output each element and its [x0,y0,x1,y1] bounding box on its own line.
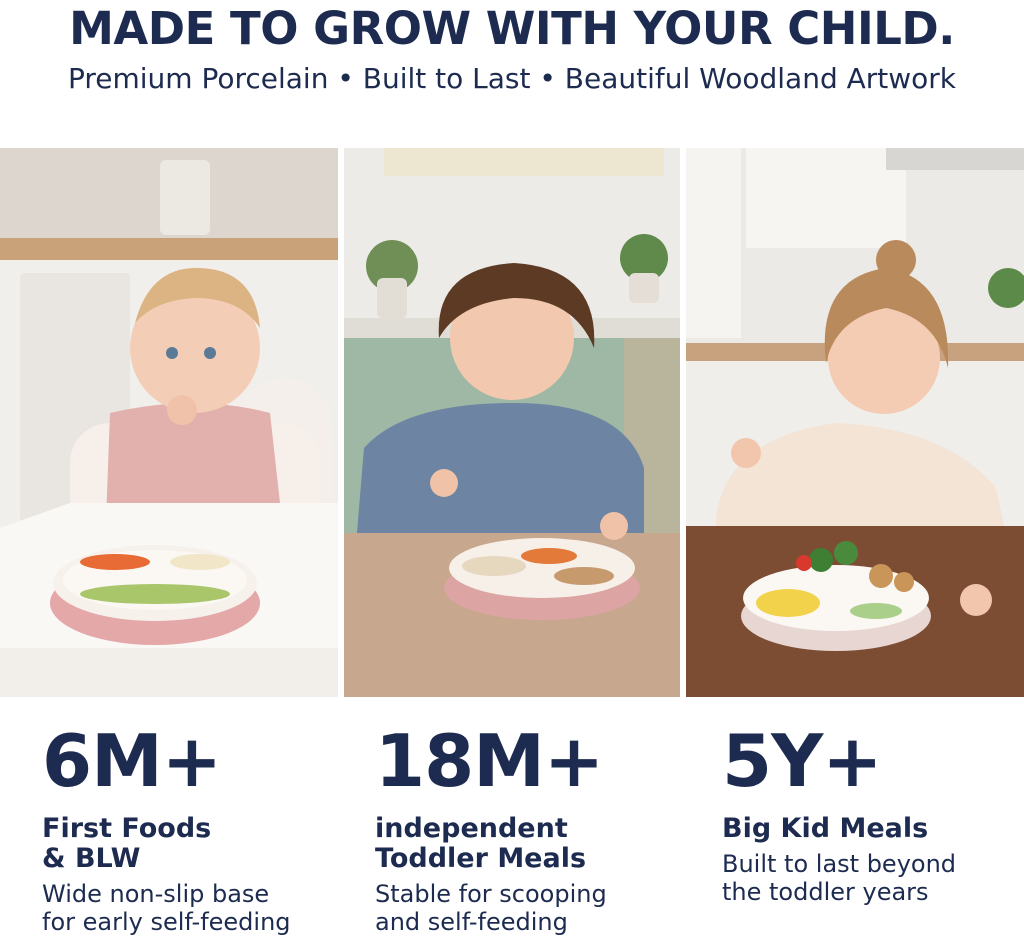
stage-description: for early self-feeding [42,908,291,936]
photo-toddler [344,148,680,697]
stage-title: & BLW [42,843,141,874]
stage-title: independent [375,813,568,844]
stage-description: Stable for scooping [375,880,607,908]
stage: 18M+ independent Toddler Meals Stable for… [375,718,607,936]
stage-description: Built to last beyond [722,850,957,878]
stage-title: First Foods [42,813,212,844]
stage-description: the toddler years [722,878,929,906]
headline: MADE TO GROW WITH YOUR CHILD. [69,2,955,55]
stage-age: 6M+ [42,719,222,803]
stage-age: 18M+ [375,719,604,803]
stage-age: 5Y+ [722,719,883,803]
stage-title: Toddler Meals [375,843,587,874]
stage-title: Big Kid Meals [722,813,929,844]
subheadline: Premium Porcelain • Built to Last • Beau… [67,62,957,95]
stage-description: Wide non-slip base [42,880,270,908]
photo-child [686,148,1024,697]
photo-baby [0,148,338,697]
stage: 5Y+ Big Kid Meals Built to last beyond th… [722,718,956,906]
stage: 6M+ First Foods & BLW Wide non-slip base f… [42,718,291,936]
stage-description: and self-feeding [375,908,568,936]
